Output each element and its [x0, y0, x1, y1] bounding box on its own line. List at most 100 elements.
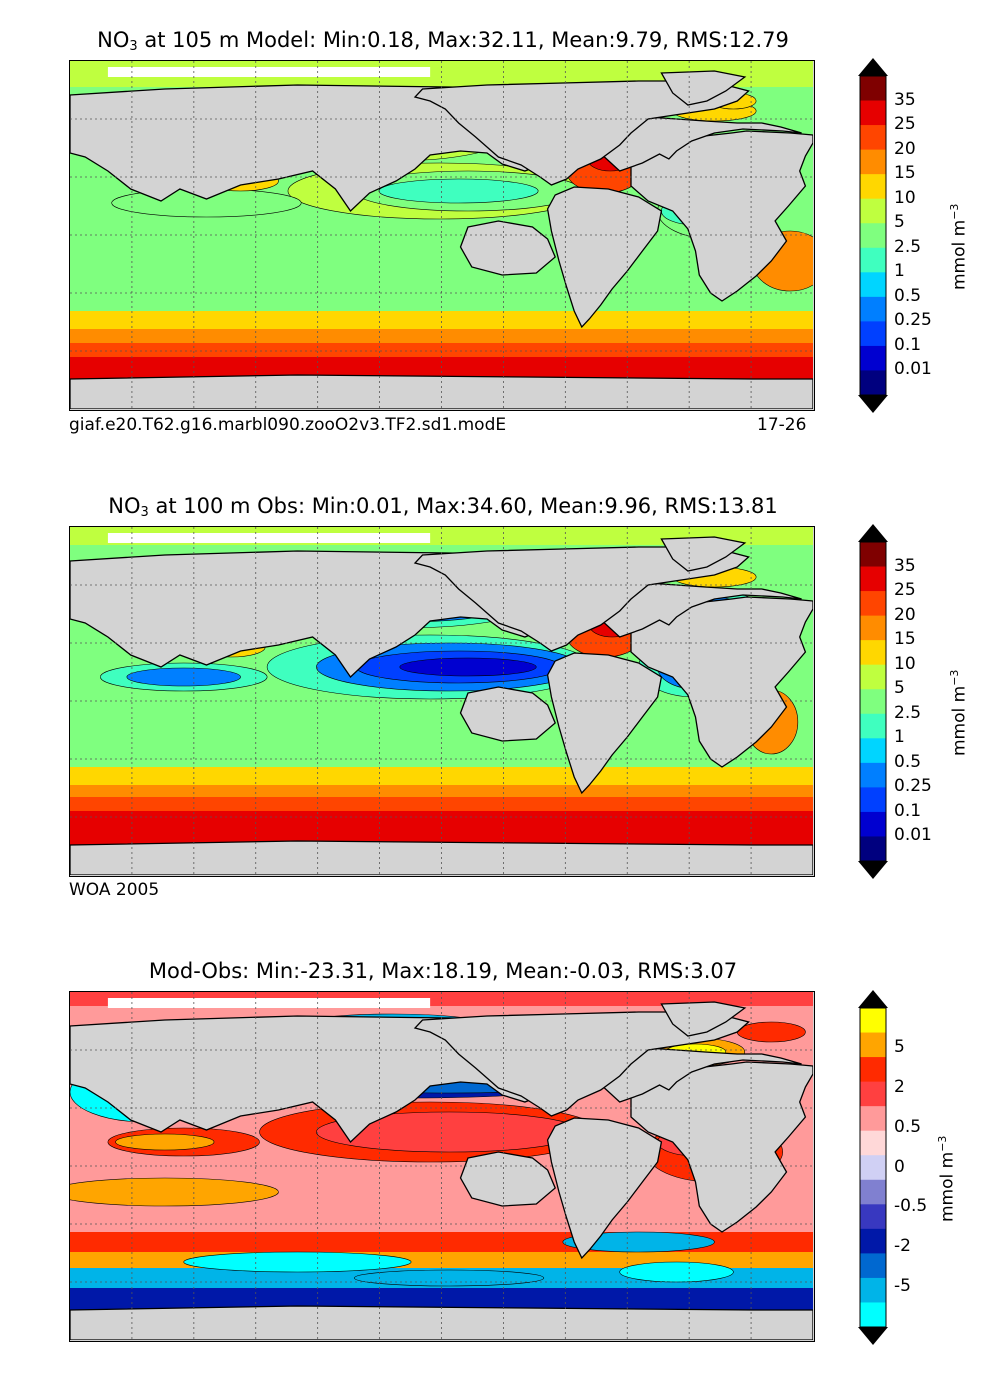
contour-region	[126, 667, 241, 687]
colorbar-over-triangle	[858, 990, 888, 1008]
colorbar-segment	[860, 1130, 886, 1156]
colorbar-tick-label: 0.01	[894, 825, 932, 846]
panel-2-colorbar	[858, 524, 888, 879]
colorbar-tick-label: 35	[894, 555, 916, 576]
panel-3-map	[69, 991, 815, 1342]
colorbar-over-triangle	[858, 524, 888, 542]
colorbar-segment	[860, 787, 886, 813]
colorbar-under-triangle	[858, 395, 888, 413]
colorbar-frame	[859, 75, 887, 396]
ocean-band	[70, 767, 813, 785]
colorbar-tick-label: 20	[894, 138, 916, 159]
colorbar-segment	[860, 1081, 886, 1107]
graticule	[70, 992, 813, 1340]
colorbar-segment	[860, 591, 886, 617]
colorbar-segment	[860, 542, 886, 567]
colorbar-segment	[860, 1057, 886, 1083]
colorbar-segment	[860, 738, 886, 764]
contour-region	[354, 1269, 545, 1287]
colorbar-under-triangle	[858, 861, 888, 879]
colorbar-segment	[860, 1302, 886, 1328]
land-africa	[630, 596, 813, 768]
colorbar-tick-label: 15	[894, 629, 916, 650]
colorbar-tick-label: 10	[894, 187, 916, 208]
colorbar-tick-label: 5	[894, 1036, 905, 1057]
land-australia	[459, 1151, 556, 1207]
panel-2-footer-left: WOA 2005	[69, 880, 160, 900]
panel-3-title: Mod-Obs: Min:-23.31, Max:18.19, Mean:-0.…	[148, 959, 738, 983]
colorbar-segment	[860, 1253, 886, 1279]
colorbar-segment	[860, 198, 886, 224]
panel-3-colorbar	[858, 990, 888, 1345]
panel-1-title: NO3 at 105 m Model: Min:0.18, Max:32.11,…	[97, 28, 789, 54]
colorbar-tick-label: 0.5	[894, 285, 922, 306]
colorbar-segment	[860, 345, 886, 371]
land-australia	[459, 220, 556, 276]
colorbar-tick-label: 25	[894, 114, 916, 135]
contour-region	[378, 178, 539, 204]
colorbar-segment	[860, 125, 886, 151]
colorbar-tick-label: 1	[894, 727, 905, 748]
panel-2-title: NO3 at 100 m Obs: Min:0.01, Max:34.60, M…	[108, 494, 778, 520]
panel-1-map	[69, 60, 815, 411]
colorbar-tick-label: -0.5	[894, 1196, 928, 1217]
colorbar-segment	[860, 272, 886, 298]
colorbar-segment	[860, 1228, 886, 1254]
land-masses	[70, 1001, 813, 1340]
contour-region	[399, 657, 537, 677]
colorbar-tick-label: 25	[894, 580, 916, 601]
panel-3-colorbar-unit: mmol m−3	[936, 1135, 958, 1222]
contour-region	[70, 1177, 279, 1207]
panel-1-footer-left: giaf.e20.T62.g16.marbl090.zooO2v3.TF2.sd…	[69, 415, 507, 435]
colorbar-segment	[860, 615, 886, 641]
land-africa	[630, 1061, 813, 1233]
colorbar-tick-label: 0.5	[894, 751, 922, 772]
colorbar-tick-label: -5	[894, 1276, 911, 1297]
colorbar-segment	[860, 1032, 886, 1058]
colorbar-segment	[860, 76, 886, 101]
land-samerica	[546, 1117, 663, 1260]
colorbar-segment	[860, 1008, 886, 1033]
colorbar-segment	[860, 321, 886, 347]
sea-ice	[107, 998, 431, 1008]
colorbar-segment	[860, 247, 886, 273]
colorbar-tick-label: 1	[894, 261, 905, 282]
contour-region	[736, 1021, 806, 1043]
ocean-band	[70, 785, 813, 797]
colorbar-segment	[860, 762, 886, 788]
map-svg	[70, 527, 813, 875]
colorbar-tick-label: 0.1	[894, 800, 922, 821]
colorbar-tick-label: 35	[894, 89, 916, 110]
colorbar-tick-label: 10	[894, 653, 916, 674]
panel-2-map	[69, 526, 815, 877]
colorbar-tick-label: 15	[894, 163, 916, 184]
colorbar-tick-label: 5	[894, 212, 905, 233]
colorbar-segment	[860, 811, 886, 837]
colorbar-frame	[859, 1007, 887, 1328]
colorbar-tick-label: 20	[894, 604, 916, 625]
colorbar-segment	[860, 1155, 886, 1181]
land-samerica	[546, 186, 663, 329]
colorbar-segment	[860, 100, 886, 126]
colorbar-tick-label: 2.5	[894, 236, 922, 257]
colorbar-segment	[860, 713, 886, 739]
panel-1-footer-right: 17-26	[757, 415, 807, 435]
graticule	[70, 61, 813, 409]
graticule	[70, 527, 813, 875]
colorbar-segment	[860, 296, 886, 322]
contour-region	[183, 1251, 412, 1273]
colorbar-tick-label: 0	[894, 1156, 905, 1177]
ocean-band	[70, 343, 813, 357]
colorbar-tick-label: -2	[894, 1236, 911, 1257]
contour-region	[115, 1133, 215, 1151]
colorbar-tick-label: 2.5	[894, 702, 922, 723]
colorbar-frame	[859, 541, 887, 862]
land-africa	[630, 130, 813, 302]
land-greenland	[660, 536, 747, 572]
colorbar-tick-label: 0.1	[894, 334, 922, 355]
colorbar-segment	[860, 223, 886, 249]
colorbar-tick-label: 2	[894, 1076, 905, 1097]
colorbar-tick-label: 0.25	[894, 310, 932, 331]
panel-1-colorbar-unit: mmol m−3	[948, 203, 970, 290]
colorbar-tick-label: 5	[894, 678, 905, 699]
